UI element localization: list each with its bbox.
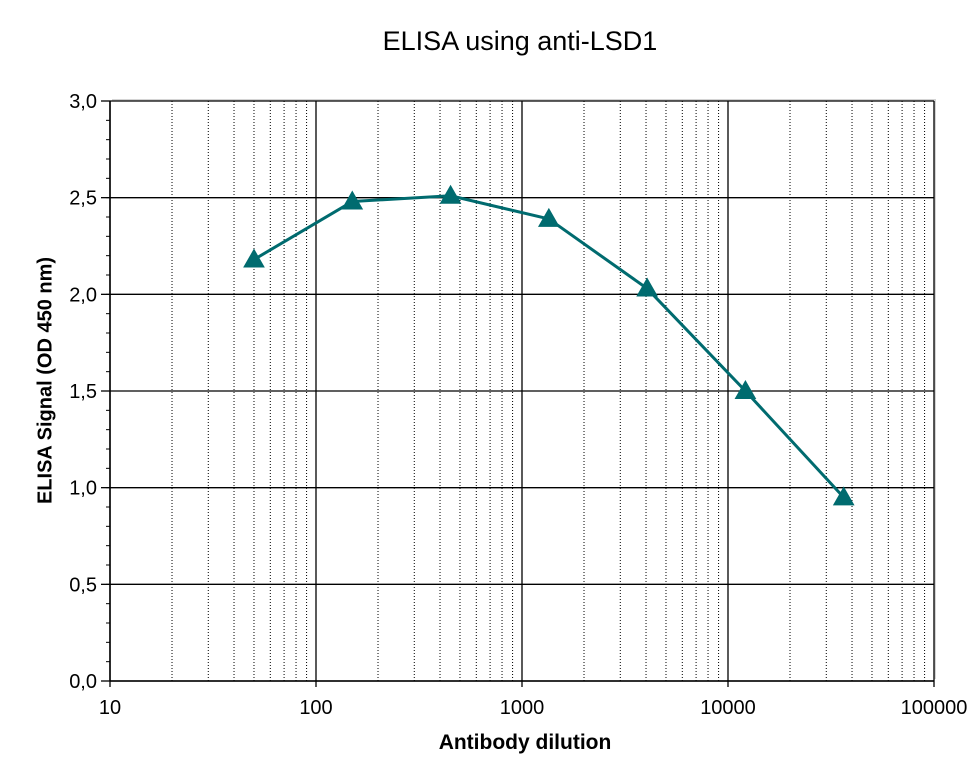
x-tick-label: 10000 xyxy=(700,697,756,719)
y-tick-label: 1,0 xyxy=(69,478,97,500)
x-tick-label: 100 xyxy=(299,697,332,719)
x-tick-label: 1000 xyxy=(500,697,545,719)
data-point-marker xyxy=(734,379,757,399)
data-point-marker xyxy=(243,248,265,268)
data-point-marker xyxy=(341,190,364,210)
data-point-marker xyxy=(636,277,658,297)
data-point-marker xyxy=(537,207,560,227)
y-tick-label: 2,5 xyxy=(69,188,97,210)
data-point-marker xyxy=(439,184,462,204)
y-tick-label: 1,5 xyxy=(69,381,97,403)
y-tick-label: 0,5 xyxy=(69,574,97,596)
y-tick-label: 2,0 xyxy=(69,284,97,306)
x-tick-label: 10 xyxy=(99,697,121,719)
data-point-marker xyxy=(832,486,855,506)
x-axis-label: Antibody dilution xyxy=(438,731,612,754)
x-tick-label: 100000 xyxy=(901,697,968,719)
y-tick-label: 3,0 xyxy=(69,91,97,113)
chart-title: ELISA using anti-LSD1 xyxy=(382,26,658,56)
y-tick-label: 0,0 xyxy=(69,671,97,693)
